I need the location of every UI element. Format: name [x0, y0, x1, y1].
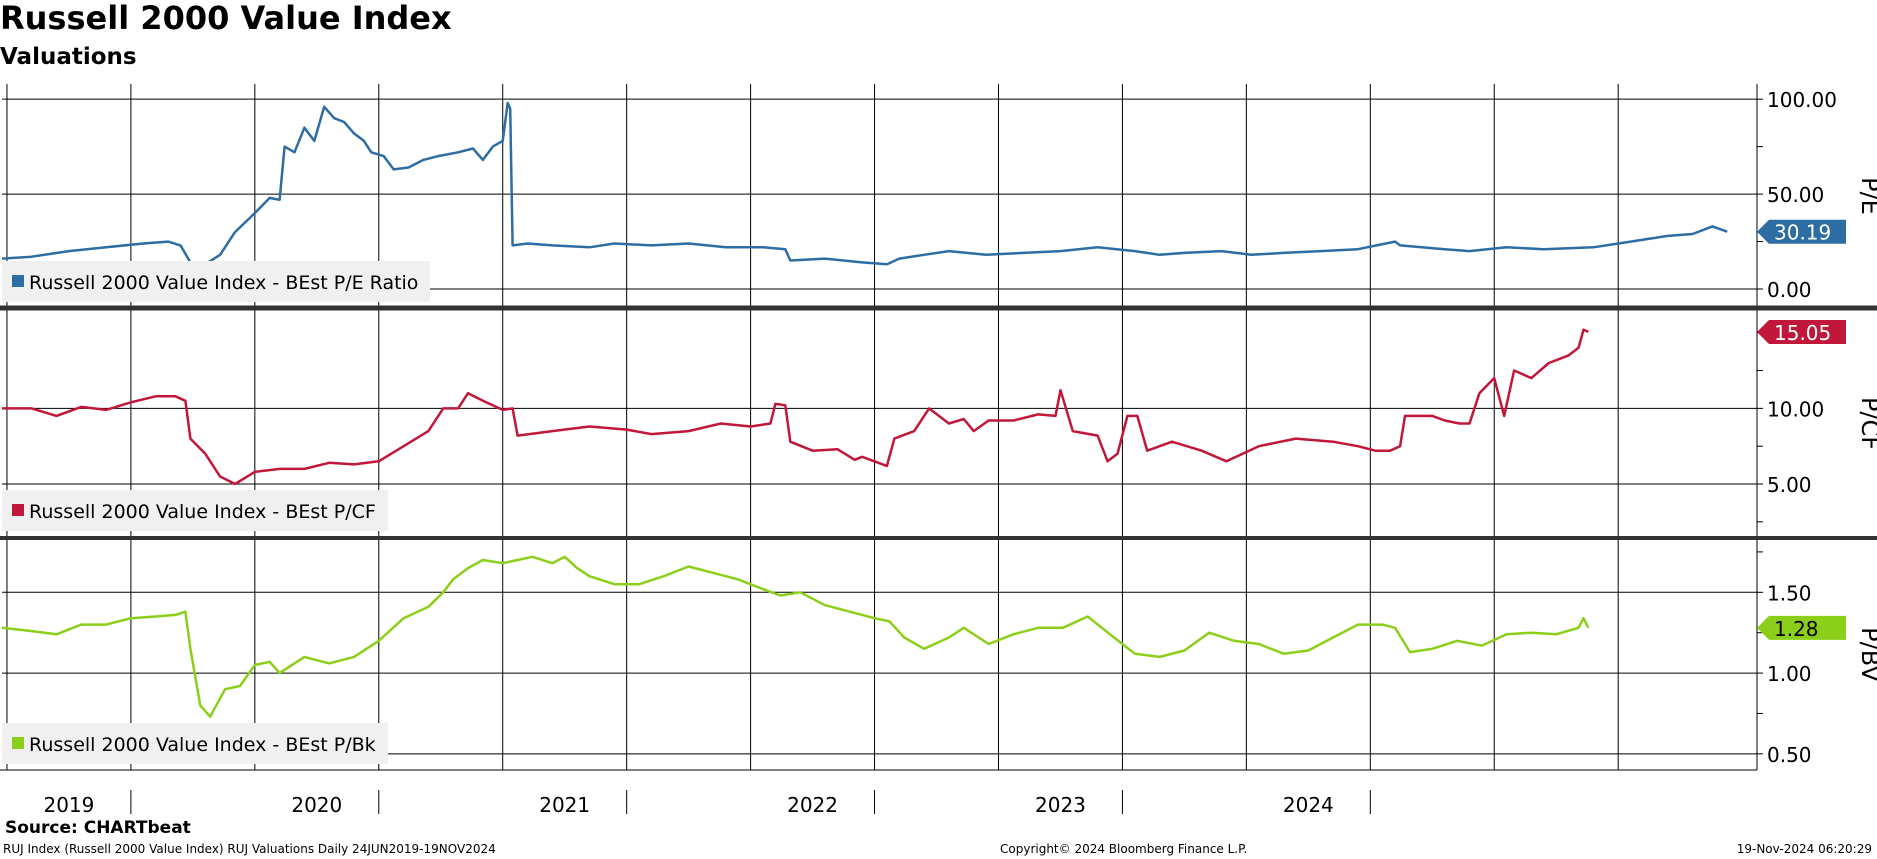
legend-box	[2, 723, 388, 764]
last-value-label: 30.19	[1774, 221, 1831, 245]
series-line	[1, 555, 1590, 718]
chart-title: Russell 2000 Value Index	[0, 0, 452, 37]
y-tick-label: 10.00	[1767, 397, 1824, 421]
y-tick-label: 5.00	[1767, 473, 1812, 497]
x-tick-label: 2023	[1035, 793, 1086, 817]
y-tick-label: 50.00	[1767, 183, 1824, 207]
y-axis-label: P/BV	[1856, 627, 1877, 682]
x-tick-label: 2021	[539, 793, 590, 817]
x-tick-label: 2024	[1283, 793, 1334, 817]
footer-copyright: Copyright© 2024 Bloomberg Finance L.P.	[1000, 842, 1248, 856]
series-line	[1, 101, 1728, 266]
legend-swatch	[12, 275, 24, 287]
y-axis-label: P/E	[1856, 177, 1877, 215]
last-value-tag	[1757, 319, 1846, 344]
legend-swatch	[12, 737, 24, 749]
y-tick-label: 0.00	[1767, 278, 1812, 302]
footer-timestamp: 19-Nov-2024 06:20:29	[1736, 842, 1872, 856]
legend-label: Russell 2000 Value Index - BEst P/CF	[29, 501, 376, 523]
x-tick-label: 2020	[291, 793, 342, 817]
legend-label: Russell 2000 Value Index - BEst P/E Rati…	[29, 272, 418, 294]
last-value-tag	[1757, 615, 1846, 640]
legend-box	[2, 261, 430, 302]
x-tick-label: 2022	[787, 793, 838, 817]
x-tick-label: 2019	[43, 793, 94, 817]
legend-box	[2, 490, 388, 531]
last-value-label: 15.05	[1774, 321, 1831, 345]
y-tick-label: 0.50	[1767, 743, 1812, 767]
footer-description: RUJ Index (Russell 2000 Value Index) RUJ…	[3, 842, 496, 856]
legend-label: Russell 2000 Value Index - BEst P/Bk	[29, 734, 376, 756]
last-value-label: 1.28	[1774, 617, 1819, 641]
last-value-tag	[1757, 219, 1846, 244]
series-line	[2, 328, 1589, 486]
y-axis-label: P/CF	[1856, 397, 1877, 450]
source-label: Source: CHARTbeat	[5, 818, 191, 838]
y-tick-label: 1.50	[1767, 581, 1812, 605]
valuation-chart: 0.00 50.00 100.00 Russell 2000 Value Index …	[0, 84, 1877, 817]
y-tick-label: 100.00	[1767, 88, 1837, 112]
y-tick-label: 1.00	[1767, 662, 1812, 686]
legend-swatch	[12, 504, 24, 516]
chart-subtitle: Valuations	[0, 44, 137, 70]
